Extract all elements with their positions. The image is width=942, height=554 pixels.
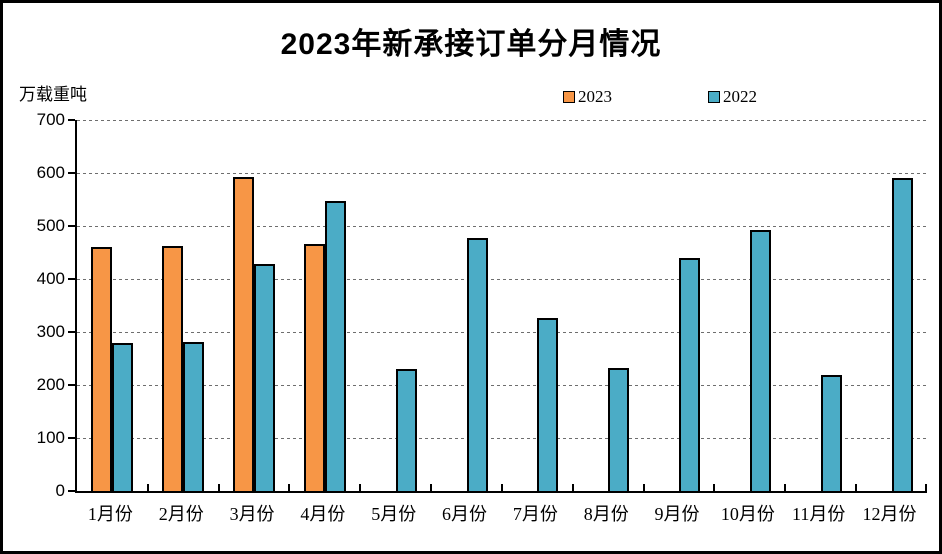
gridline-700 <box>77 120 927 121</box>
gridline-400 <box>77 279 927 280</box>
y-tick-mark-0 <box>68 490 75 492</box>
y-axis-ticks <box>68 119 75 492</box>
y-tick-mark-700 <box>68 119 75 121</box>
y-tick-label-300: 300 <box>36 322 65 341</box>
bar-2022-10月份 <box>749 229 771 491</box>
legend-label-2023: 2023 <box>578 87 612 106</box>
x-tick-label-3月份: 3月份 <box>229 504 275 524</box>
bar-group-11月份 <box>784 120 856 491</box>
bar-2022-9月份 <box>679 257 701 491</box>
bar-2022-6月份 <box>466 238 488 491</box>
y-tick-label-0: 0 <box>55 481 65 500</box>
x-tick-label-6月份: 6月份 <box>442 504 488 524</box>
x-tick-label-1月份: 1月份 <box>87 504 133 524</box>
x-tick-label-2月份: 2月份 <box>158 504 204 524</box>
y-tick-label-700: 700 <box>36 110 65 129</box>
bar-group-2月份 <box>146 120 219 491</box>
y-tick-label-600: 600 <box>36 163 65 182</box>
bar-2023-3月份 <box>233 176 255 491</box>
bar-2022-1月份 <box>112 342 134 491</box>
bar-group-12月份 <box>855 120 927 491</box>
legend-item-2022: 2022 <box>708 87 757 107</box>
gridline-500 <box>77 226 927 227</box>
bar-group-4月份 <box>288 120 360 491</box>
x-tick-label-11月份: 11月份 <box>792 504 846 524</box>
y-tick-mark-300 <box>68 331 75 333</box>
y-tick-mark-500 <box>68 225 75 227</box>
legend-swatch-2022-icon <box>708 91 720 103</box>
x-tick-label-5月份: 5月份 <box>371 504 417 524</box>
bar-group-9月份 <box>642 120 715 491</box>
bar-group-7月份 <box>500 120 573 491</box>
x-tick-label-7月份: 7月份 <box>512 504 558 524</box>
x-tick-label-8月份: 8月份 <box>583 504 629 524</box>
x-axis-labels: 1月份 2月份 3月份 4月份 5月份 6月份 7月份 8月份 9月份 10月份 11月份 12月份 <box>75 500 925 526</box>
x-tick-label-10月份: 10月份 <box>720 504 775 524</box>
bar-2022-3月份 <box>254 264 276 491</box>
bar-group-10月份 <box>713 120 785 491</box>
bar-2023-2月份 <box>162 246 184 491</box>
y-tick-mark-600 <box>68 172 75 174</box>
chart-title: 2023年新承接订单分月情况 <box>280 28 662 61</box>
x-tick-label-9月份: 9月份 <box>654 504 700 524</box>
gridline-200 <box>77 385 927 386</box>
bar-group-6月份 <box>430 120 502 491</box>
gridline-100 <box>77 438 927 439</box>
gridline-600 <box>77 173 927 174</box>
gridline-300 <box>77 332 927 333</box>
bar-2022-12月份 <box>891 177 913 491</box>
legend-item-2023: 2023 <box>563 87 612 107</box>
bar-2023-4月份 <box>303 243 325 491</box>
x-tick-label-4月份: 4月份 <box>300 504 346 524</box>
x-tick-label-12月份: 12月份 <box>862 504 917 524</box>
bar-2022-7月份 <box>537 318 559 491</box>
bar-group-8月份 <box>571 120 644 491</box>
y-tick-mark-400 <box>68 278 75 280</box>
y-tick-label-100: 100 <box>36 428 65 447</box>
legend: 2023 2022 <box>563 87 757 107</box>
bar-group-1月份 <box>77 120 148 491</box>
y-tick-label-200: 200 <box>36 375 65 394</box>
y-tick-label-500: 500 <box>36 216 65 235</box>
y-axis-unit-label: 万载重吨 <box>19 85 87 104</box>
bar-2022-11月份 <box>820 374 842 491</box>
bar-2022-4月份 <box>324 201 346 491</box>
y-tick-label-400: 400 <box>36 269 65 288</box>
bar-2022-8月份 <box>608 368 630 491</box>
bar-2022-5月份 <box>395 369 417 491</box>
y-tick-mark-200 <box>68 384 75 386</box>
plot-area <box>75 120 927 493</box>
y-tick-mark-100 <box>68 437 75 439</box>
bar-groups <box>77 120 927 491</box>
bar-2023-1月份 <box>91 247 113 491</box>
bar-group-3月份 <box>217 120 290 491</box>
legend-label-2022: 2022 <box>723 87 757 106</box>
legend-swatch-2023-icon <box>563 91 575 103</box>
bar-2022-2月份 <box>183 341 205 491</box>
bar-group-5月份 <box>359 120 431 491</box>
y-axis-labels: 0 100 200 300 400 500 600 700 <box>3 110 65 500</box>
